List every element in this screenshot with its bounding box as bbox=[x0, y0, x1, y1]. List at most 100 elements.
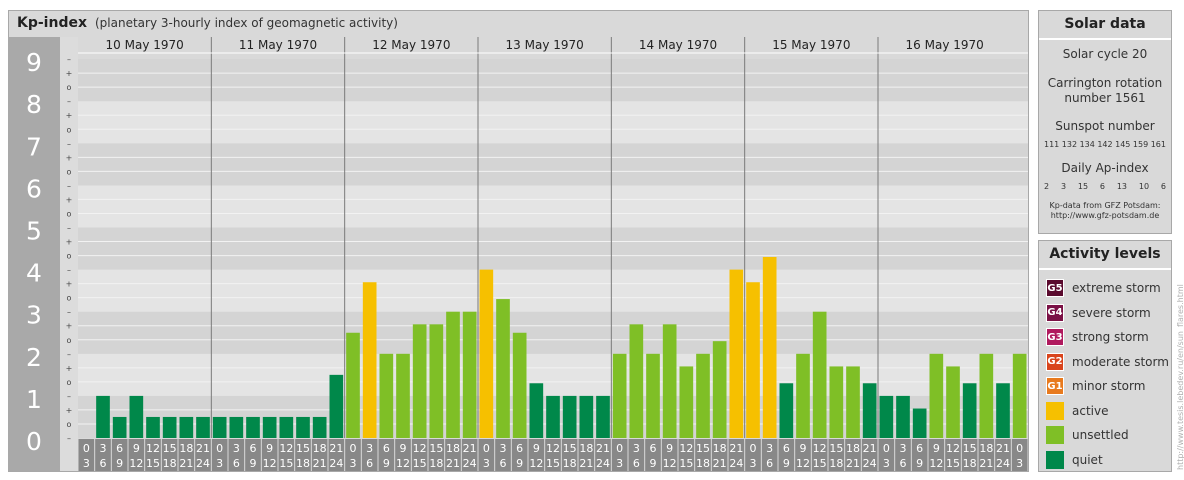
credit-line: Kp-data from GFZ Potsdam: bbox=[1049, 201, 1161, 210]
hour-cell bbox=[728, 439, 745, 471]
minor-tick-label: – bbox=[67, 266, 71, 275]
hour-cell bbox=[445, 439, 461, 471]
hour-start-label: 12 bbox=[413, 442, 427, 455]
y-tick-label: 2 bbox=[26, 343, 42, 372]
kp-bar bbox=[946, 366, 960, 438]
hour-end-label: 9 bbox=[116, 457, 123, 470]
hour-end-label: 3 bbox=[883, 457, 890, 470]
kp-bar bbox=[996, 383, 1010, 438]
hour-end-label: 21 bbox=[179, 457, 193, 470]
minor-tick-label: o bbox=[67, 294, 72, 303]
level-swatch: G4 bbox=[1046, 303, 1064, 322]
level-swatch bbox=[1046, 426, 1064, 445]
minor-tick-label: o bbox=[67, 83, 72, 92]
minor-tick-label: + bbox=[66, 195, 73, 204]
kp-band bbox=[78, 353, 1028, 396]
hour-end-label: 18 bbox=[429, 457, 443, 470]
day-label: 16 May 1970 bbox=[906, 38, 984, 52]
hour-cell bbox=[961, 439, 978, 471]
minor-tick-label: + bbox=[66, 364, 73, 373]
kp-bar bbox=[429, 324, 444, 438]
hour-end-label: 3 bbox=[83, 457, 90, 470]
hour-cell bbox=[328, 439, 345, 471]
hour-end-label: 15 bbox=[413, 457, 427, 470]
kp-bar bbox=[846, 366, 860, 438]
sunspot-value: 145 bbox=[1115, 140, 1131, 149]
minor-tick-label: – bbox=[67, 350, 71, 359]
hour-end-label: 12 bbox=[529, 457, 543, 470]
hour-start-label: 18 bbox=[846, 442, 860, 455]
hour-start-label: 12 bbox=[946, 442, 960, 455]
hour-end-label: 3 bbox=[1016, 457, 1023, 470]
hour-cell bbox=[128, 439, 145, 471]
kp-band bbox=[78, 311, 1028, 354]
hour-cell bbox=[145, 439, 161, 471]
hour-cell bbox=[311, 439, 328, 471]
hour-start-label: 0 bbox=[83, 442, 90, 455]
hour-end-label: 3 bbox=[483, 457, 490, 470]
y-tick-label: 9 bbox=[26, 48, 42, 77]
hour-start-label: 0 bbox=[1016, 442, 1023, 455]
kp-bar bbox=[312, 416, 327, 438]
hour-end-label: 6 bbox=[900, 457, 907, 470]
activity-level-item: G3 strong storm bbox=[1046, 325, 1171, 350]
kp-band bbox=[78, 59, 1028, 102]
activity-levels-panel: Activity levels G5 extreme storm G4 severe … bbox=[1038, 240, 1172, 472]
minor-tick-label: + bbox=[66, 280, 73, 289]
sunspot-value: 111 bbox=[1044, 140, 1060, 149]
ap-value: 6 bbox=[1099, 182, 1105, 191]
hour-start-label: 3 bbox=[366, 442, 373, 455]
kp-bar bbox=[679, 366, 694, 438]
kp-bar bbox=[229, 416, 244, 438]
minor-tick-label: o bbox=[67, 420, 72, 429]
kp-bar bbox=[612, 353, 627, 438]
sunspot-value: 142 bbox=[1097, 140, 1113, 149]
hour-cell bbox=[278, 439, 295, 471]
kp-bar bbox=[179, 416, 194, 438]
kp-bar bbox=[912, 408, 927, 438]
kp-bar bbox=[646, 353, 660, 438]
level-label: strong storm bbox=[1072, 330, 1149, 345]
ap-value: 3 bbox=[1060, 182, 1067, 191]
hour-start-label: 6 bbox=[783, 442, 790, 455]
hour-start-label: 21 bbox=[196, 442, 210, 455]
y-tick-label: 3 bbox=[26, 301, 42, 330]
hour-cell bbox=[161, 439, 178, 471]
solar-data-title: Solar data bbox=[1039, 11, 1171, 40]
hour-cell bbox=[761, 439, 778, 471]
hour-start-label: 21 bbox=[996, 442, 1010, 455]
hour-start-label: 0 bbox=[616, 442, 623, 455]
kp-bar bbox=[346, 332, 360, 438]
hour-end-label: 12 bbox=[929, 457, 943, 470]
hour-cell bbox=[628, 439, 645, 471]
hour-end-label: 21 bbox=[713, 457, 727, 470]
hour-end-label: 15 bbox=[813, 457, 827, 470]
minor-tick-label: o bbox=[67, 336, 72, 345]
hour-cell bbox=[478, 439, 495, 471]
minor-tick-label: – bbox=[67, 181, 71, 190]
kp-bar bbox=[712, 341, 727, 438]
kp-bar bbox=[862, 383, 877, 438]
minor-tick-label: – bbox=[67, 55, 71, 64]
hour-start-label: 18 bbox=[313, 442, 327, 455]
kp-bar bbox=[746, 282, 760, 438]
hour-start-label: 6 bbox=[516, 442, 523, 455]
hour-cell bbox=[228, 439, 245, 471]
hour-end-label: 6 bbox=[766, 457, 773, 470]
kp-band bbox=[78, 269, 1028, 312]
kp-bar bbox=[246, 416, 260, 438]
kp-bar bbox=[579, 395, 594, 438]
hour-start-label: 12 bbox=[679, 442, 693, 455]
chart-title: Kp-index bbox=[17, 15, 87, 31]
activity-level-item: G1 minor storm bbox=[1046, 374, 1171, 399]
kp-bar bbox=[629, 324, 644, 438]
kp-bar bbox=[446, 311, 460, 438]
kp-bar bbox=[812, 311, 827, 438]
hour-start-label: 0 bbox=[750, 442, 757, 455]
hour-cell bbox=[911, 439, 928, 471]
kp-band bbox=[78, 185, 1028, 228]
activity-level-item: G4 severe storm bbox=[1046, 301, 1171, 326]
kp-bar bbox=[496, 299, 510, 438]
hour-start-label: 3 bbox=[900, 442, 907, 455]
hour-end-label: 6 bbox=[100, 457, 107, 470]
